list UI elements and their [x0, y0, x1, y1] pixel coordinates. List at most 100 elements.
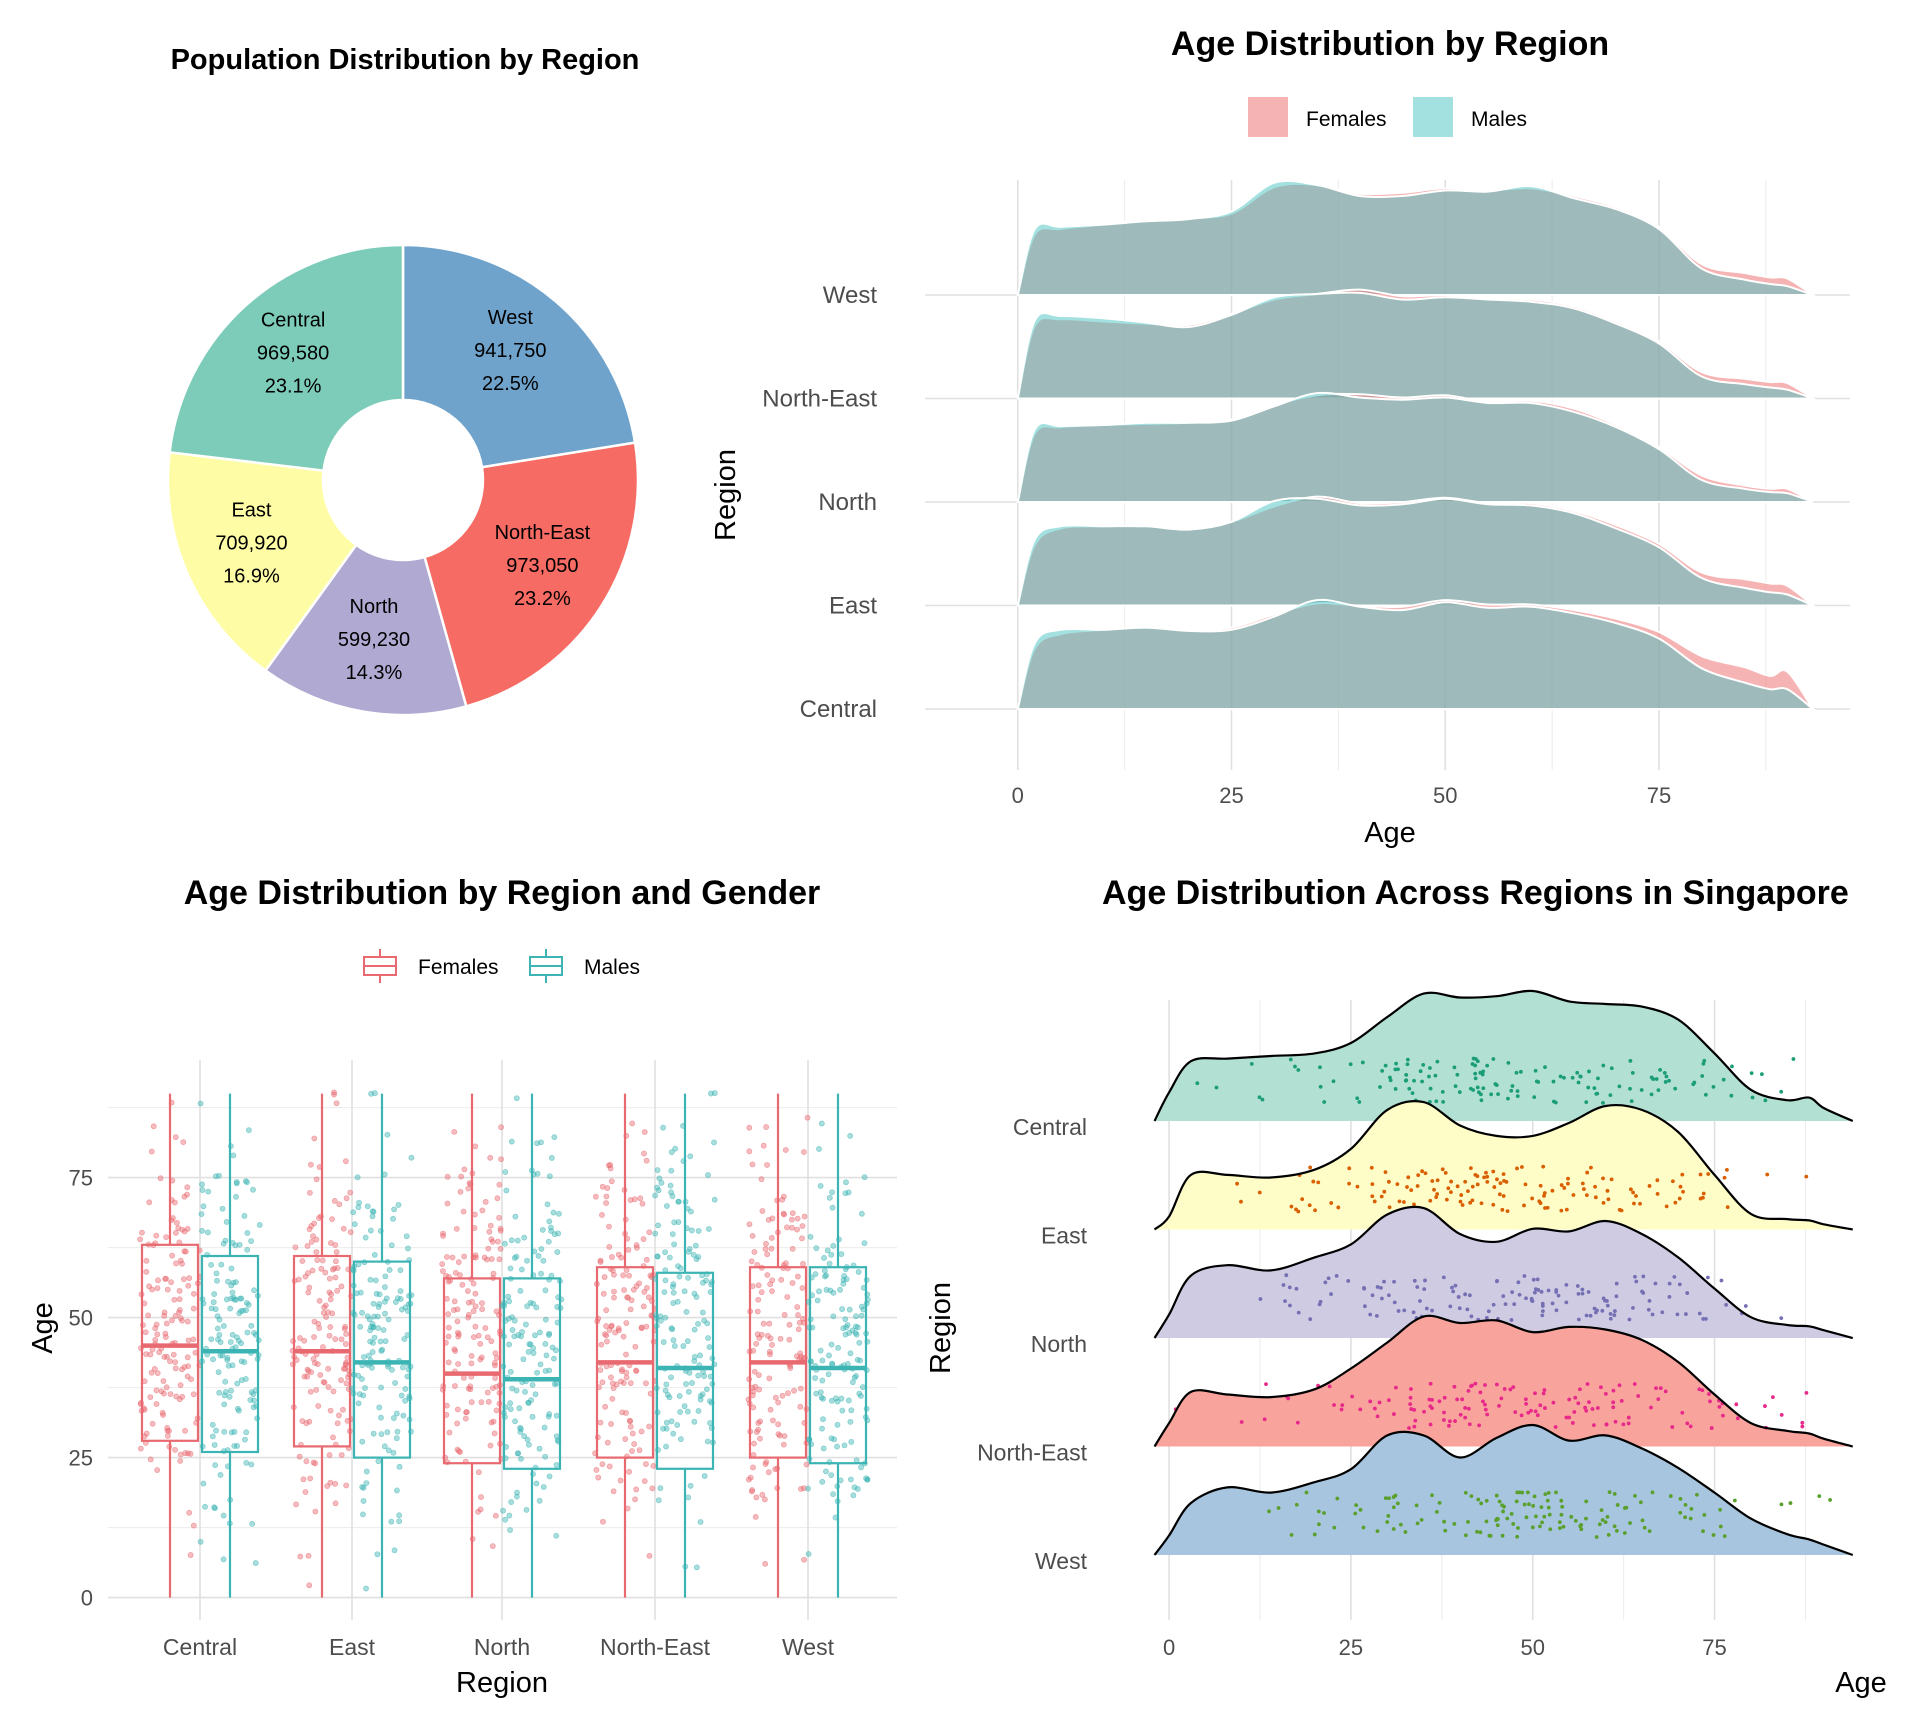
jitter-point [814, 1297, 821, 1304]
data-point-north-east [1453, 1419, 1457, 1423]
data-point-west [1358, 1507, 1363, 1512]
jitter-point [602, 1403, 609, 1410]
jitter-point [238, 1295, 245, 1302]
data-point-north-east [1535, 1413, 1540, 1418]
jitter-point [317, 1372, 324, 1378]
jitter-point [172, 1134, 179, 1141]
data-point-north [1284, 1273, 1289, 1278]
jitter-point [828, 1341, 835, 1348]
data-point-north [1672, 1274, 1677, 1279]
data-point-west [1398, 1522, 1403, 1527]
jitter-point [600, 1518, 606, 1525]
jitter-point [674, 1422, 681, 1428]
jitter-point [505, 1315, 512, 1322]
data-point-north [1743, 1304, 1748, 1308]
data-point-north [1491, 1302, 1496, 1307]
data-point-north [1346, 1279, 1351, 1283]
data-point-west [1558, 1526, 1562, 1531]
jitter-point [382, 1284, 388, 1291]
jitter-point [334, 1287, 341, 1294]
jitter-point [340, 1365, 347, 1372]
jitter-point [610, 1488, 617, 1495]
jitter-point [142, 1329, 149, 1336]
data-point-north [1450, 1285, 1454, 1290]
jitter-point [775, 1431, 782, 1438]
jitter-point [369, 1321, 376, 1327]
data-point-central [1496, 1092, 1500, 1097]
data-point-north-east [1358, 1407, 1363, 1412]
data-point-north [1501, 1294, 1506, 1299]
jitter-point [812, 1271, 819, 1277]
jitter-point [623, 1410, 629, 1416]
jitter-point [536, 1445, 543, 1452]
data-point-central [1532, 1095, 1537, 1100]
jitter-point [397, 1267, 404, 1274]
jitter-point [148, 1148, 155, 1155]
jitter-point [460, 1208, 467, 1215]
jitter-point [485, 1398, 492, 1405]
jitter-point [856, 1339, 863, 1346]
jitter-point [226, 1393, 233, 1400]
data-point-central [1721, 1077, 1726, 1082]
jitter-point [838, 1395, 845, 1402]
data-point-east [1347, 1181, 1351, 1186]
jitter-point [303, 1420, 310, 1427]
data-point-north [1641, 1274, 1646, 1279]
data-point-north [1467, 1293, 1472, 1298]
jitter-point [640, 1303, 647, 1310]
jitter-point [615, 1327, 622, 1334]
jitter-point [454, 1306, 461, 1313]
data-point-central [1701, 1061, 1706, 1066]
jitter-point [461, 1253, 468, 1260]
data-point-east [1580, 1181, 1585, 1186]
data-point-east [1584, 1193, 1589, 1198]
jitter-point [224, 1357, 231, 1363]
data-point-west [1614, 1528, 1619, 1533]
jitter-point [472, 1303, 479, 1310]
data-point-east [1562, 1186, 1567, 1190]
jitter-point [218, 1261, 225, 1268]
jitter-point [643, 1256, 650, 1263]
data-point-central [1477, 1090, 1481, 1095]
jitter-point [695, 1228, 702, 1234]
data-point-west [1484, 1519, 1489, 1524]
jitter-point [216, 1389, 223, 1396]
jitter-point [154, 1370, 161, 1376]
jitter-point [524, 1436, 531, 1443]
data-point-west [1354, 1503, 1359, 1508]
data-point-central [1257, 1095, 1262, 1100]
ridge-fill-north [1154, 1206, 1853, 1338]
data-point-east [1647, 1184, 1652, 1188]
jitter-point [388, 1518, 395, 1525]
jitter-point [670, 1337, 677, 1344]
jitter-point [451, 1128, 458, 1135]
jitter-point [690, 1251, 697, 1258]
jitter-point [838, 1251, 845, 1257]
jitter-point [821, 1267, 828, 1274]
jitter-point [828, 1472, 835, 1479]
jitter-point [610, 1385, 617, 1392]
data-point-north-east [1734, 1402, 1739, 1407]
jitter-point [378, 1431, 385, 1438]
data-point-north [1531, 1277, 1536, 1282]
jitter-point [611, 1288, 617, 1295]
data-point-west [1289, 1532, 1294, 1537]
data-point-north [1411, 1310, 1416, 1315]
jitter-point [186, 1509, 193, 1516]
jitter-point [468, 1399, 475, 1406]
data-point-north [1484, 1315, 1489, 1320]
data-point-west [1817, 1494, 1822, 1498]
data-point-east [1435, 1178, 1440, 1183]
data-point-east [1463, 1179, 1468, 1184]
jitter-point [695, 1372, 702, 1379]
data-point-east [1484, 1170, 1488, 1175]
data-point-east [1316, 1180, 1321, 1185]
data-point-east [1434, 1195, 1439, 1200]
data-point-west [1530, 1525, 1535, 1530]
data-point-north-east [1483, 1383, 1487, 1387]
jitter-point [645, 1294, 652, 1301]
data-point-north [1588, 1313, 1593, 1318]
jitter-point [668, 1374, 674, 1381]
